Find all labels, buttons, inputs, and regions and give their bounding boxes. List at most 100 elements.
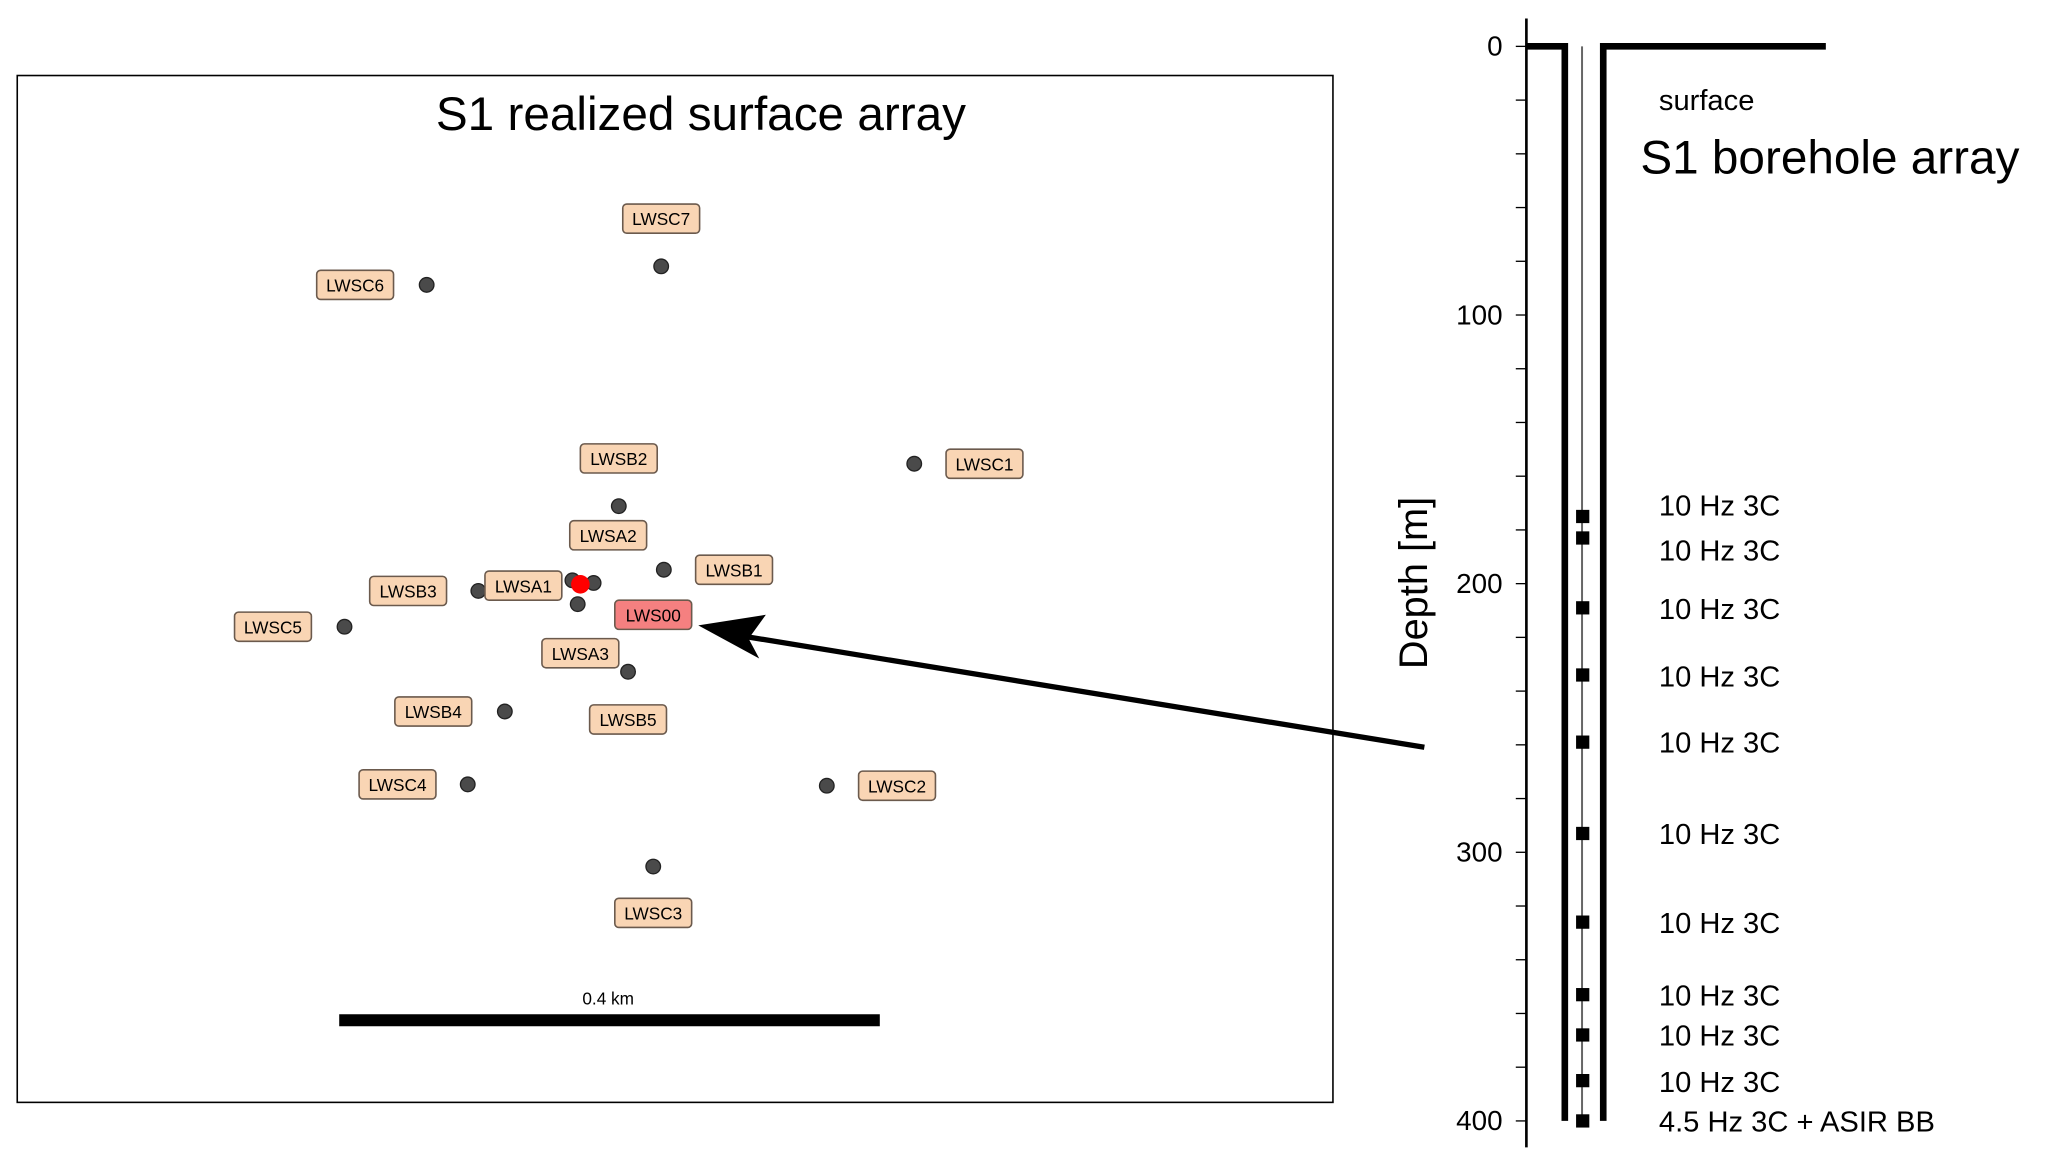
- casing-right-wall: [1599, 43, 1826, 1121]
- station-label: LWSB3: [368, 575, 448, 607]
- station-label-text: LWSB4: [405, 702, 463, 722]
- station-label-text: LWSB5: [600, 710, 657, 730]
- sensor-marker: [1576, 1028, 1590, 1042]
- station-marker: [818, 777, 835, 794]
- station-label: LWSC3: [614, 897, 693, 929]
- station-label-box: [694, 554, 774, 586]
- station-label-text: LWSB3: [380, 582, 437, 602]
- depth-tick-label: 0: [1487, 31, 1502, 62]
- station-label-box: [233, 611, 313, 643]
- station-label: LWSC2: [857, 770, 937, 802]
- surface-label: surface: [1659, 85, 1755, 117]
- map-frame: [16, 74, 1334, 1104]
- station-marker: [336, 618, 353, 635]
- surface-array-map: S1 realized surface array LWSC7LWSC6LWSC…: [16, 74, 1334, 1104]
- station-label-box: [315, 269, 395, 301]
- station-label-box: [541, 637, 620, 669]
- arrow-head-icon: [698, 614, 766, 659]
- station-label-box: [588, 704, 668, 735]
- station-label-box: [621, 203, 701, 234]
- station-label-box: [945, 448, 1024, 480]
- sensor-label: 10 Hz 3C: [1659, 1067, 1780, 1099]
- station-label-box: [368, 575, 448, 607]
- sensor-marker: [1576, 735, 1590, 749]
- depth-tick-label: 200: [1456, 568, 1502, 599]
- station-label-box: [579, 443, 659, 474]
- station-label-box: [614, 599, 693, 631]
- station-marker: [569, 596, 586, 613]
- station-label: LWSB5: [588, 704, 668, 735]
- sensor-marker: [1576, 915, 1590, 929]
- sensors: 10 Hz 3C 10 Hz 3C 10 Hz 3C 10 Hz 3C 10 Hz 3C…: [1576, 490, 1935, 1139]
- sensor-marker: [1576, 509, 1590, 524]
- pointer-arrow: [741, 633, 1425, 750]
- sensor-label: 10 Hz 3C: [1659, 908, 1780, 940]
- sensor-marker: [1576, 1114, 1590, 1128]
- station-marker: [645, 858, 662, 875]
- station-label-text: LWSB2: [590, 449, 647, 469]
- station-marker: [459, 776, 476, 793]
- station-label-box: [394, 696, 473, 727]
- sensor-marker: [1576, 531, 1590, 545]
- sensor-label: 10 Hz 3C: [1659, 728, 1780, 760]
- station-label: LWSC6: [315, 269, 395, 301]
- station-label: LWSB2: [579, 443, 659, 474]
- station-label-text: LWSA3: [552, 644, 609, 664]
- sensor-label: 10 Hz 3C: [1659, 490, 1780, 522]
- station-label-text: LWSC6: [326, 275, 384, 295]
- station-marker: [653, 258, 670, 275]
- depth-tick-label: 300: [1456, 837, 1502, 868]
- station-label: LWSC4: [358, 769, 437, 800]
- station-label: LWSB4: [394, 696, 473, 727]
- sensor-marker: [1576, 668, 1590, 682]
- scale-bar-label: 0.4 km: [582, 988, 634, 1008]
- station-label-text: LWSC5: [244, 617, 302, 637]
- station-marker: [906, 455, 923, 472]
- station-label: LWSB1: [694, 554, 774, 586]
- borehole-title: S1 borehole array: [1640, 132, 2019, 185]
- sensor-label: 4.5 Hz 3C + ASIR BB: [1659, 1107, 1935, 1139]
- station-label-text: LWSA2: [580, 526, 637, 546]
- sensor-label: 10 Hz 3C: [1659, 594, 1780, 626]
- sensor-label: 10 Hz 3C: [1659, 1020, 1780, 1052]
- station-label: LWSC7: [621, 203, 701, 234]
- depth-ticks: 0 100 200 300 400: [1456, 31, 1527, 1136]
- station-label-text: LWS00: [626, 605, 681, 625]
- sensor-marker: [1576, 601, 1590, 615]
- depth-tick-label: 400: [1456, 1105, 1502, 1136]
- station-marker: [610, 498, 627, 515]
- station-label-text: LWSC2: [868, 776, 926, 796]
- sensor-label: 10 Hz 3C: [1659, 819, 1780, 851]
- station-label: LWSC1: [945, 448, 1024, 480]
- station-label-text: LWSA1: [495, 576, 552, 596]
- station-label-text: LWSC1: [955, 454, 1013, 474]
- sensor-marker: [1576, 826, 1590, 841]
- station-marker: [418, 276, 435, 293]
- station-label-text: LWSC3: [624, 904, 682, 924]
- station-marker: [620, 663, 637, 680]
- station-label-text: LWSC4: [368, 775, 426, 795]
- borehole-diagram: 0 100 200 300 400 Depth [m] surface S1 boreh…: [1392, 18, 2020, 1148]
- station-label: LWSC5: [233, 611, 313, 643]
- station-marker: [470, 582, 487, 599]
- casing-left-wall: [1526, 43, 1569, 1121]
- station-label-box: [484, 570, 563, 602]
- station-label-box: [358, 769, 437, 800]
- station-label: LWSA2: [568, 519, 648, 551]
- map-title: S1 realized surface array: [436, 88, 966, 141]
- station-marker: [655, 561, 672, 578]
- sensor-label: 10 Hz 3C: [1659, 661, 1780, 693]
- stations: LWSC7 LWSC6 LWSC1 LWSB2 LWSA2 LWSB1 LWSB3 LWSA1…: [233, 203, 1024, 929]
- sensor-marker: [1576, 1074, 1590, 1088]
- sensor-label: 10 Hz 3C: [1659, 981, 1780, 1013]
- station-label: LWSA1: [484, 570, 563, 602]
- station-label-text: LWSC7: [632, 209, 690, 229]
- sensor-marker: [1576, 988, 1590, 1002]
- station-label-box: [568, 519, 648, 551]
- depth-tick-label: 100: [1456, 299, 1502, 330]
- station-label: LWS00: [614, 599, 693, 631]
- station-label-box: [857, 770, 937, 802]
- station-label-box: [614, 897, 693, 929]
- reference-station-marker: [571, 575, 590, 594]
